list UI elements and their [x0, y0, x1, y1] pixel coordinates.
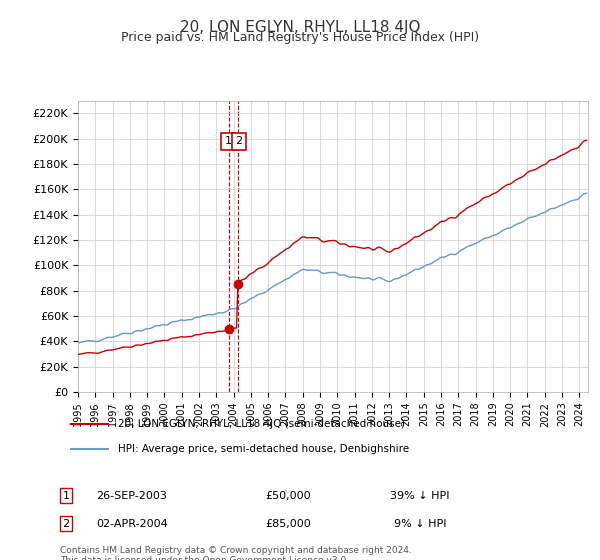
Text: Price paid vs. HM Land Registry's House Price Index (HPI): Price paid vs. HM Land Registry's House …	[121, 31, 479, 44]
Text: £50,000: £50,000	[265, 491, 311, 501]
Text: £85,000: £85,000	[265, 519, 311, 529]
Text: 26-SEP-2003: 26-SEP-2003	[97, 491, 167, 501]
Text: 2: 2	[62, 519, 70, 529]
Text: 02-APR-2004: 02-APR-2004	[96, 519, 168, 529]
Text: 1: 1	[225, 136, 232, 146]
Text: Contains HM Land Registry data © Crown copyright and database right 2024.
This d: Contains HM Land Registry data © Crown c…	[60, 546, 412, 560]
Text: 9% ↓ HPI: 9% ↓ HPI	[394, 519, 446, 529]
Text: 1: 1	[62, 491, 70, 501]
Text: 20, LON EGLYN, RHYL, LL18 4JQ (semi-detached house): 20, LON EGLYN, RHYL, LL18 4JQ (semi-deta…	[118, 419, 405, 429]
Text: HPI: Average price, semi-detached house, Denbighshire: HPI: Average price, semi-detached house,…	[118, 445, 409, 454]
Text: 39% ↓ HPI: 39% ↓ HPI	[390, 491, 450, 501]
Text: 2: 2	[235, 136, 242, 146]
Text: 20, LON EGLYN, RHYL, LL18 4JQ: 20, LON EGLYN, RHYL, LL18 4JQ	[180, 20, 420, 35]
